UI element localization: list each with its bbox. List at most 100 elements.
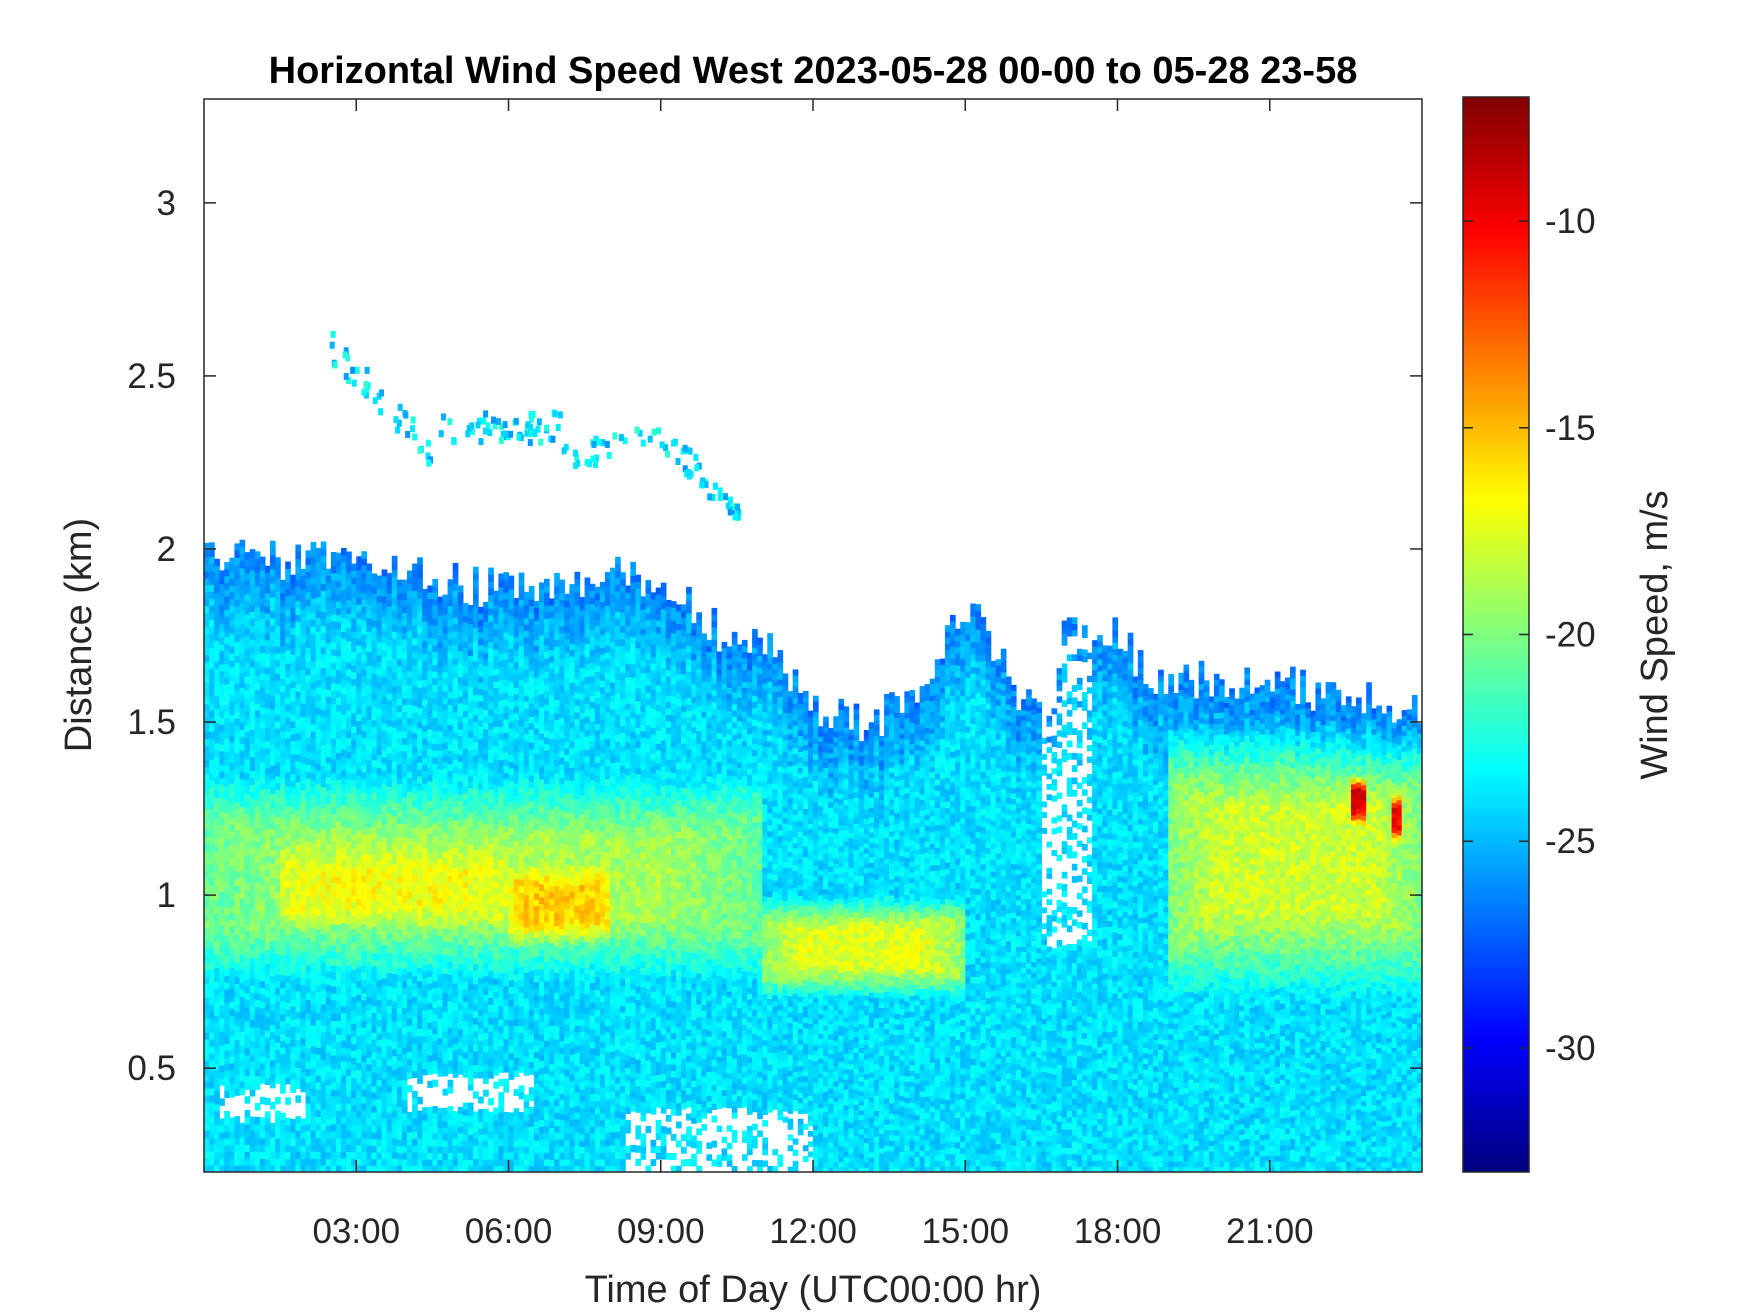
heatmap-cell (204, 857, 210, 865)
heatmap-cell (275, 837, 281, 845)
heatmap-cell (270, 1158, 276, 1166)
heatmap-cell (488, 708, 494, 716)
heatmap-cell (234, 620, 241, 628)
heatmap-cell (356, 1165, 362, 1172)
heatmap-cell (376, 893, 383, 901)
heatmap-cell (478, 1134, 484, 1142)
heatmap-cell (386, 939, 393, 947)
heatmap-cell (488, 910, 494, 918)
heatmap-cell (386, 1098, 393, 1107)
heatmap-cell (219, 837, 225, 846)
heatmap-cell (325, 883, 332, 892)
heatmap-cell (371, 899, 378, 907)
heatmap-cell (229, 830, 236, 839)
heatmap-cell (396, 889, 403, 897)
heatmap-cell (280, 862, 286, 870)
heatmap-cell (234, 655, 241, 663)
heatmap-cell (386, 999, 393, 1007)
heatmap-cell (488, 735, 494, 743)
heatmap-cell (330, 634, 337, 643)
heatmap-cell (467, 661, 474, 669)
heatmap-cell (422, 770, 428, 778)
heatmap-cell (305, 612, 312, 621)
heatmap-cell (280, 928, 286, 936)
heatmap-cell (244, 710, 251, 719)
heatmap-cell (427, 1159, 433, 1167)
heatmap-cell (310, 773, 317, 781)
heatmap-cell (325, 890, 332, 898)
heatmap-cell (209, 1158, 215, 1166)
heatmap-cell (214, 783, 220, 792)
heatmap-cell (361, 640, 367, 649)
heatmap-cell (305, 1089, 312, 1097)
heatmap-cell (401, 1014, 408, 1022)
heatmap-cell (366, 570, 373, 578)
heatmap-cell (224, 921, 230, 929)
heatmap-cell (310, 885, 317, 893)
heatmap-cell (209, 1004, 215, 1012)
heatmap-cell (249, 1075, 256, 1083)
heatmap-cell (427, 904, 433, 912)
heatmap-cell (275, 1042, 281, 1050)
heatmap-cell (259, 570, 266, 578)
heatmap-cell (325, 1138, 332, 1146)
heatmap-cell (442, 857, 449, 865)
heatmap-cell (361, 578, 367, 587)
heatmap-cell (224, 697, 230, 705)
heatmap-cell (452, 914, 459, 923)
heatmap-cell (396, 869, 403, 877)
heatmap-cell (214, 565, 220, 574)
heatmap-cell (270, 568, 276, 577)
heatmap-cell (224, 1022, 230, 1031)
heatmap-cell (320, 723, 327, 732)
heatmap-cell (447, 599, 454, 607)
heatmap-cell (259, 1062, 266, 1071)
heatmap-cell (224, 853, 230, 861)
heatmap-cell (254, 765, 261, 773)
heatmap-cell (407, 704, 413, 712)
heatmap-cell (290, 1065, 296, 1074)
heatmap-cell (270, 652, 276, 661)
heatmap-cell (239, 595, 246, 604)
heatmap-cell (457, 872, 464, 880)
heatmap-cell (442, 1043, 449, 1051)
heatmap-cell (473, 842, 479, 850)
heatmap-cell (305, 916, 312, 925)
heatmap-cell (264, 848, 271, 857)
heatmap-cell (336, 1000, 342, 1008)
heatmap-cell (305, 1020, 312, 1028)
heatmap-cell (224, 772, 230, 780)
heatmap-cell (330, 820, 337, 829)
heatmap-cell (488, 963, 494, 972)
heatmap-cell (427, 741, 433, 750)
heatmap-cell (234, 669, 241, 677)
heatmap-cell (204, 983, 210, 991)
heatmap-cell (437, 941, 444, 949)
heatmap-cell (254, 682, 261, 690)
heatmap-cell (483, 791, 489, 799)
heatmap-cell (305, 564, 312, 572)
heatmap-cell (483, 633, 489, 641)
heatmap-cell (478, 1065, 484, 1073)
heatmap-cell (376, 1026, 383, 1034)
heatmap-cell (407, 844, 413, 852)
heatmap-cell (204, 682, 210, 691)
heatmap-cell (356, 939, 362, 947)
heatmap-cell (275, 577, 281, 586)
heatmap-cell (310, 843, 317, 851)
heatmap-cell (336, 986, 342, 994)
heatmap-cell (473, 970, 479, 978)
heatmap-cell (473, 802, 479, 810)
heatmap-cell (356, 788, 362, 797)
heatmap-cell (219, 844, 225, 852)
heatmap-cell (442, 601, 449, 609)
heatmap-cell (315, 991, 322, 1000)
heatmap-cell (407, 577, 413, 585)
heatmap-cell (437, 1024, 444, 1032)
heatmap-cell (412, 1070, 418, 1078)
heatmap-cell (391, 898, 398, 906)
heatmap-cell (478, 613, 484, 620)
heatmap-cell (219, 664, 225, 672)
heatmap-cell (366, 610, 373, 619)
heatmap-cell (381, 1138, 388, 1146)
